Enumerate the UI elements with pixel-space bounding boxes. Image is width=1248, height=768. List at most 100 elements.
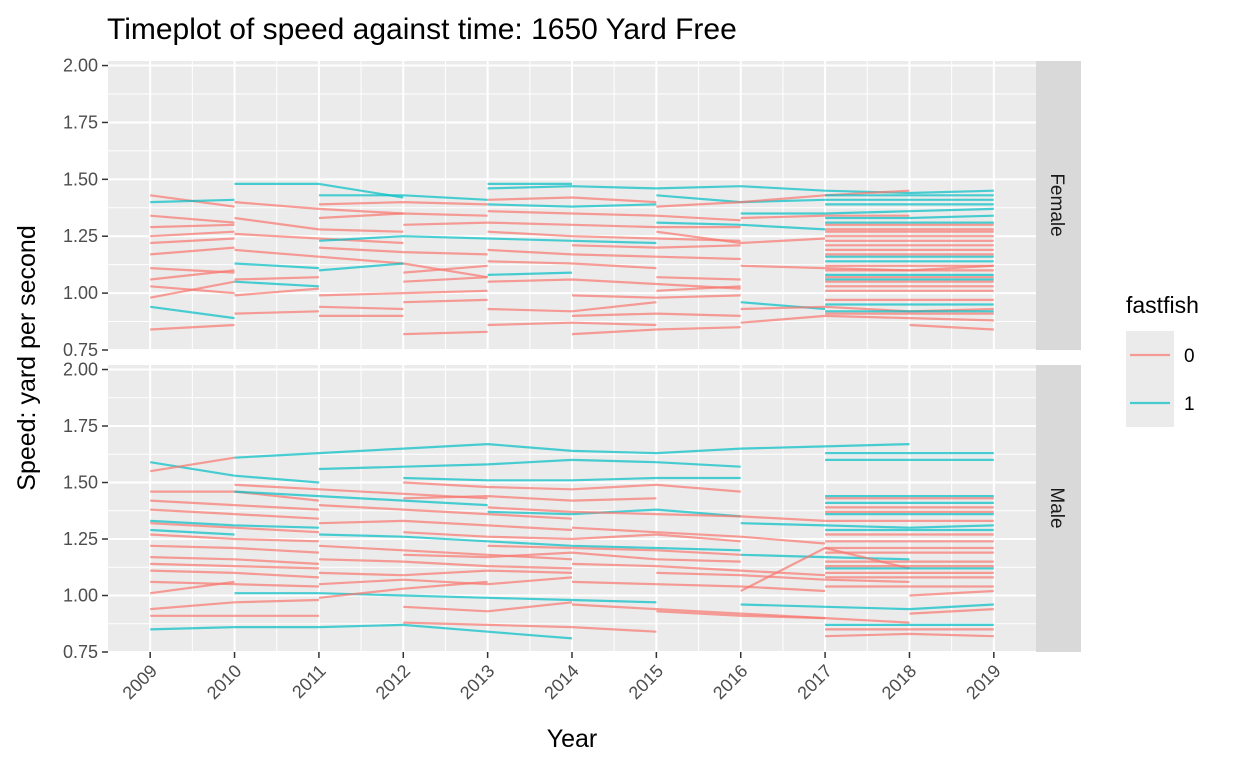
- series-line-fastfish-0: [403, 298, 488, 304]
- series-line-fastfish-0: [656, 571, 910, 583]
- series-line-fastfish-1: [234, 280, 319, 288]
- series-line-fastfish-0: [656, 230, 826, 245]
- series-line-fastfish-0: [909, 608, 994, 615]
- series-line-fastfish-1: [487, 203, 657, 208]
- series-line-fastfish-1: [656, 221, 826, 231]
- y-tick-label-female: 2.00: [63, 56, 98, 76]
- series-line-fastfish-0: [150, 223, 235, 229]
- series-line-fastfish-0: [318, 569, 573, 577]
- series-line-fastfish-0: [740, 214, 910, 220]
- series-line-fastfish-0: [487, 230, 741, 242]
- series-line-fastfish-0: [740, 264, 994, 272]
- y-tick-label-male: 1.75: [63, 416, 98, 436]
- series-line-fastfish-0: [740, 314, 994, 324]
- series-line-fastfish-0: [150, 569, 319, 579]
- series-line-fastfish-0: [656, 610, 910, 624]
- series-line-fastfish-0: [487, 196, 657, 204]
- legend-label-0: 0: [1184, 346, 1195, 367]
- series-line-fastfish-0: [571, 580, 826, 593]
- series-line-fastfish-0: [150, 598, 319, 611]
- series-line-fastfish-1: [825, 214, 994, 220]
- series-line-fastfish-1: [150, 519, 319, 529]
- series-line-fastfish-1: [234, 443, 910, 459]
- panel-male-series: [150, 443, 994, 640]
- series-line-fastfish-0: [403, 481, 741, 493]
- series-line-fastfish-1: [150, 528, 235, 536]
- series-line-fastfish-0: [487, 210, 741, 222]
- y-axis-title: Speed: yard per second: [13, 225, 41, 490]
- series-line-fastfish-0: [571, 326, 741, 336]
- series-line-fastfish-0: [318, 558, 573, 570]
- y-tick-label-male: 1.50: [63, 473, 98, 493]
- series-line-fastfish-0: [487, 278, 741, 290]
- series-line-fastfish-0: [150, 533, 319, 543]
- series-line-fastfish-1: [740, 553, 910, 561]
- series-line-fastfish-0: [234, 287, 319, 297]
- panel-female: Female 0.75 1.00 1.25 1.50 1.75 2.00: [63, 56, 1081, 360]
- series-line-fastfish-0: [571, 294, 741, 299]
- panel-female-y-axis: 0.75 1.00 1.25 1.50 1.75 2.00: [63, 56, 108, 360]
- series-line-fastfish-0: [403, 601, 573, 613]
- strip-male: [1036, 365, 1081, 652]
- series-line-fastfish-0: [656, 285, 741, 292]
- series-line-fastfish-0: [150, 237, 235, 245]
- series-line-fastfish-1: [318, 533, 741, 552]
- series-line-fastfish-0: [487, 248, 741, 261]
- series-line-fastfish-1: [487, 237, 657, 245]
- series-line-fastfish-1: [150, 623, 573, 640]
- series-line-fastfish-0: [318, 580, 488, 599]
- legend-label-1: 1: [1184, 394, 1195, 415]
- series-line-fastfish-0: [318, 544, 573, 561]
- series-line-fastfish-0: [909, 323, 994, 331]
- x-axis-title: Year: [547, 725, 598, 753]
- y-tick-label-female: 1.50: [63, 169, 98, 189]
- series-line-fastfish-0: [571, 312, 741, 317]
- series-line-fastfish-1: [234, 490, 488, 507]
- series-line-fastfish-0: [403, 551, 741, 563]
- series-line-fastfish-0: [403, 330, 488, 336]
- y-tick-label-male: 1.00: [63, 586, 98, 606]
- series-line-fastfish-0: [150, 508, 319, 520]
- y-tick-label-female: 1.75: [63, 112, 98, 132]
- series-line-fastfish-0: [403, 264, 488, 274]
- chart-title: Timeplot of speed against time: 1650 Yar…: [107, 13, 737, 46]
- y-tick-label-female: 1.25: [63, 226, 98, 246]
- legend-title: fastfish: [1126, 292, 1199, 318]
- series-line-fastfish-0: [149, 280, 235, 299]
- y-tick-label-male: 1.25: [63, 529, 98, 549]
- series-line-fastfish-1: [740, 522, 994, 529]
- series-line-fastfish-1: [740, 207, 994, 215]
- series-line-fastfish-0: [487, 221, 741, 229]
- series-line-fastfish-0: [318, 246, 488, 256]
- series-line-fastfish-0: [403, 495, 657, 502]
- series-line-fastfish-0: [487, 301, 657, 313]
- series-line-fastfish-0: [403, 221, 488, 226]
- series-line-fastfish-0: [150, 580, 319, 588]
- series-line-fastfish-0: [150, 269, 235, 281]
- y-tick-label-female: 0.75: [63, 340, 98, 360]
- series-line-fastfish-0: [909, 589, 994, 597]
- series-line-fastfish-0: [234, 310, 319, 315]
- series-line-fastfish-0: [150, 556, 319, 565]
- series-line-fastfish-0: [150, 580, 235, 595]
- series-line-fastfish-0: [318, 289, 488, 297]
- legend-entries: 01: [1126, 331, 1195, 427]
- series-line-fastfish-1: [403, 476, 741, 482]
- series-line-fastfish-0: [318, 576, 573, 586]
- strip-label-male: Male: [1046, 487, 1067, 528]
- series-line-fastfish-0: [150, 230, 235, 238]
- legend: fastfish 01: [1126, 292, 1199, 427]
- series-line-fastfish-0: [487, 544, 741, 556]
- series-line-fastfish-0: [403, 531, 741, 543]
- series-line-fastfish-0: [740, 305, 994, 313]
- series-line-fastfish-0: [656, 189, 910, 208]
- series-line-fastfish-0: [150, 562, 319, 570]
- series-line-fastfish-0: [150, 214, 235, 224]
- series-line-fastfish-0: [825, 632, 994, 638]
- y-tick-label-male: 2.00: [63, 360, 98, 380]
- series-line-fastfish-0: [234, 232, 404, 245]
- series-line-fastfish-0: [571, 526, 826, 545]
- series-line-fastfish-0: [234, 483, 488, 500]
- series-line-fastfish-1: [487, 508, 741, 518]
- series-line-fastfish-0: [318, 504, 573, 520]
